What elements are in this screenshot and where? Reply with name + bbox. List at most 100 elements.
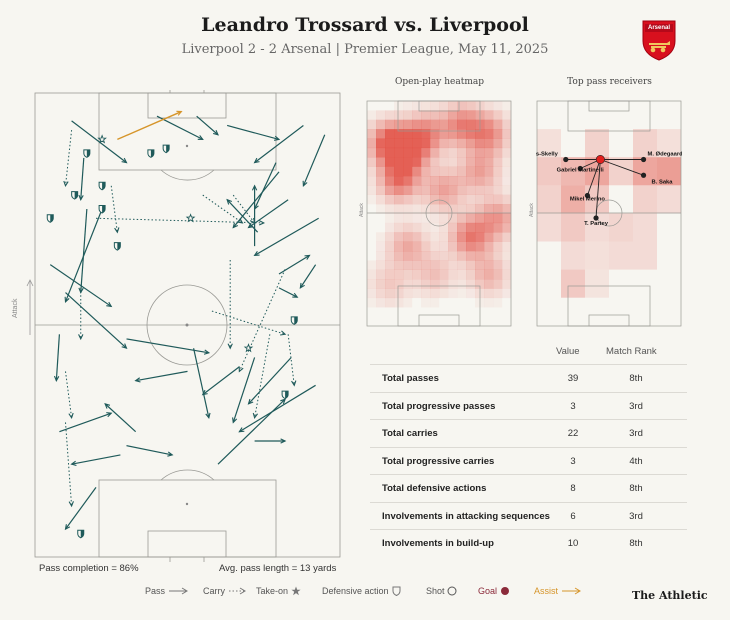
heat-cell bbox=[466, 288, 476, 299]
heat-cell bbox=[475, 185, 485, 195]
heat-cell bbox=[457, 222, 467, 233]
heat-cell bbox=[421, 279, 431, 289]
pass-line bbox=[254, 125, 304, 164]
heat-cell bbox=[493, 166, 503, 177]
heat-cell bbox=[502, 251, 512, 261]
heat-cell bbox=[376, 241, 386, 252]
heat-cell bbox=[475, 147, 485, 158]
heat-cell bbox=[466, 204, 476, 214]
stats-row: Total defensive actions 8 8th bbox=[370, 474, 687, 502]
heat-cell bbox=[385, 288, 395, 299]
legend-shot-label: Shot bbox=[426, 586, 445, 596]
takeon-star bbox=[185, 213, 196, 223]
pass-line bbox=[254, 162, 277, 210]
carry-line bbox=[211, 310, 286, 335]
stat-value: 6 bbox=[570, 510, 576, 522]
legend-takeon-label: Take-on bbox=[256, 586, 289, 596]
heat-cell bbox=[457, 204, 467, 214]
attack-label: Attack bbox=[12, 298, 19, 318]
heat-cell bbox=[439, 260, 449, 270]
heat-cell bbox=[457, 147, 467, 158]
stat-value: 39 bbox=[567, 373, 579, 384]
heat-cell bbox=[457, 129, 467, 139]
heat-cell bbox=[412, 241, 422, 252]
heat-cell bbox=[493, 241, 503, 252]
heat-cell bbox=[493, 147, 503, 158]
heat-cell bbox=[403, 185, 413, 195]
heat-cell bbox=[493, 204, 503, 214]
defensive-shield-fill bbox=[117, 242, 121, 251]
heat-cell bbox=[412, 232, 422, 242]
heat-cell bbox=[403, 147, 413, 158]
heat-cell bbox=[430, 157, 440, 167]
heat-cell bbox=[376, 297, 386, 308]
heat-cell bbox=[502, 138, 512, 149]
heat-cell bbox=[403, 110, 413, 120]
heat-cell bbox=[385, 213, 395, 224]
stat-rank: 3rd bbox=[629, 428, 643, 439]
star-icon bbox=[291, 586, 301, 596]
heat-cell bbox=[412, 166, 422, 177]
heat-cell bbox=[502, 119, 512, 130]
stat-rank: 3rd bbox=[629, 400, 643, 412]
heat-cell bbox=[421, 110, 431, 120]
goal-circle-icon bbox=[501, 587, 510, 595]
heat-cell bbox=[466, 185, 476, 195]
heat-cell bbox=[385, 269, 395, 280]
legend-goal-label: Goal bbox=[478, 586, 498, 596]
receiver-zone bbox=[537, 185, 561, 214]
pass-line bbox=[135, 370, 188, 382]
heat-cell bbox=[475, 138, 485, 149]
pass-line bbox=[232, 171, 280, 228]
heat-cell bbox=[367, 279, 377, 289]
heat-cell bbox=[367, 288, 377, 299]
heat-cell bbox=[421, 288, 431, 299]
heat-cell bbox=[394, 194, 404, 205]
heat-cell bbox=[430, 232, 440, 242]
heat-cell bbox=[439, 129, 449, 139]
heat-cell bbox=[367, 166, 377, 177]
heat-cell bbox=[439, 194, 449, 205]
receiver-label: B. Saka bbox=[652, 179, 674, 185]
heat-cell bbox=[430, 119, 440, 130]
heat-cell bbox=[502, 185, 512, 195]
heat-cell bbox=[403, 269, 413, 280]
pass-line bbox=[65, 292, 127, 349]
heat-cell bbox=[385, 138, 395, 149]
heatmap-title: Open-play heatmap bbox=[394, 77, 485, 87]
heat-cell bbox=[484, 119, 494, 130]
heat-cell bbox=[430, 251, 440, 261]
heat-cell bbox=[394, 213, 404, 224]
receiver-zone bbox=[561, 213, 585, 242]
legend-goal: Goal bbox=[478, 586, 510, 596]
pass-line bbox=[126, 445, 173, 456]
heat-cell bbox=[430, 194, 440, 205]
heat-cell bbox=[385, 279, 395, 289]
defensive-shield-fill bbox=[102, 205, 106, 213]
heat-cell bbox=[439, 269, 449, 280]
heat-cell bbox=[493, 176, 503, 186]
heat-cell bbox=[394, 251, 404, 261]
heat-cell bbox=[502, 279, 512, 289]
receiver-zone bbox=[633, 241, 657, 270]
heat-cell bbox=[475, 129, 485, 139]
heat-cell bbox=[439, 166, 449, 177]
arrow-head bbox=[167, 451, 174, 457]
heat-cell bbox=[403, 213, 413, 224]
heat-cell bbox=[421, 222, 431, 233]
pass-line bbox=[126, 338, 209, 354]
heat-cell bbox=[376, 288, 386, 299]
stat-label: Involvements in build-up bbox=[382, 538, 494, 549]
heat-cell bbox=[394, 101, 404, 111]
carry-line bbox=[65, 422, 73, 506]
heat-cell bbox=[394, 204, 404, 214]
heat-cell bbox=[394, 110, 404, 120]
heat-cell bbox=[421, 269, 431, 280]
heat-cell bbox=[493, 194, 503, 205]
heat-cell bbox=[376, 232, 386, 242]
heat-cell bbox=[502, 176, 512, 186]
heat-cell bbox=[376, 185, 386, 195]
receiver-link bbox=[595, 159, 601, 219]
heat-cell bbox=[448, 138, 458, 149]
heat-cell bbox=[493, 101, 503, 111]
